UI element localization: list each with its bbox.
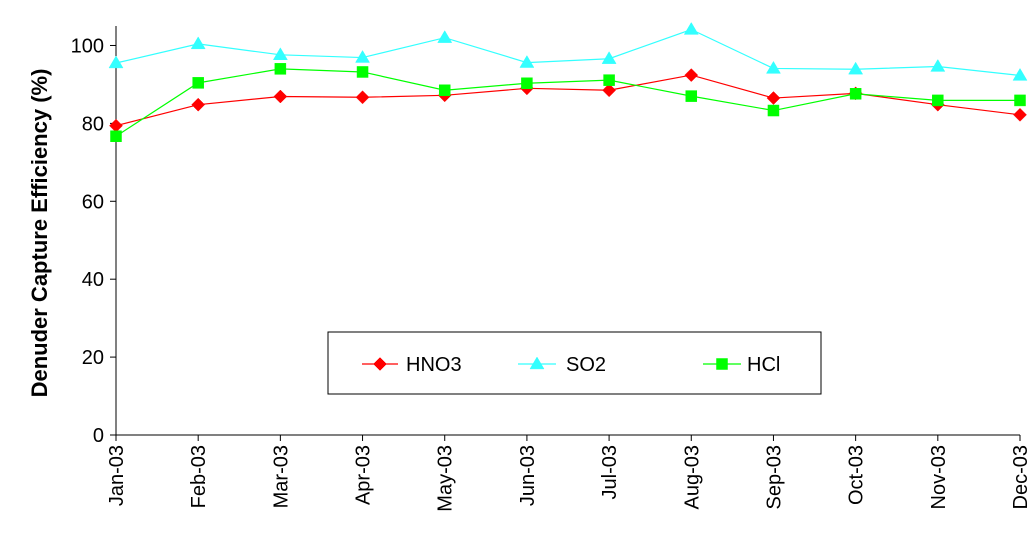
- hcl-point: [849, 88, 862, 100]
- x-tick-label: Apr-03: [353, 445, 375, 505]
- legend-label: HNO3: [406, 354, 462, 376]
- so2-point: [1012, 67, 1028, 81]
- y-tick-label: 100: [71, 35, 104, 57]
- legend-hno3-marker: [373, 357, 387, 371]
- hno3-point: [684, 68, 699, 82]
- hno3-point: [109, 118, 123, 133]
- x-tick-label: Jul-03: [599, 445, 621, 499]
- hcl-point: [356, 66, 369, 78]
- x-tick-label: Oct-03: [846, 445, 868, 505]
- series-so2: [108, 22, 1028, 81]
- so2-point: [601, 51, 617, 64]
- so2-point: [437, 30, 453, 43]
- hcl-point: [767, 104, 780, 117]
- x-tick-label: May-03: [435, 445, 457, 512]
- hno3-point: [1013, 107, 1027, 122]
- legend-item-hno3: HNO3: [362, 354, 462, 376]
- legend: HNO3 SO2 HCl: [327, 331, 822, 395]
- hno3-point: [355, 90, 370, 105]
- so2-point: [848, 61, 864, 75]
- hcl-point: [685, 90, 698, 102]
- series-so2-line: [115, 28, 1021, 77]
- hno3-point: [273, 89, 288, 104]
- y-axis-label: Denuder Capture Efficiency (%): [27, 69, 52, 398]
- hcl-point: [521, 77, 533, 90]
- hcl-point: [932, 94, 944, 107]
- so2-point: [930, 59, 946, 72]
- hcl-point: [603, 74, 615, 86]
- legend-item-so2: SO2: [518, 354, 606, 376]
- hcl-point: [274, 63, 287, 75]
- so2-point: [683, 22, 699, 35]
- hno3-point: [191, 97, 206, 112]
- x-tick-label: Aug-03: [681, 445, 703, 510]
- so2-point: [190, 36, 206, 50]
- legend-so2-marker: [529, 356, 545, 370]
- legend-label: SO2: [566, 354, 606, 376]
- y-tick-label: 0: [93, 425, 104, 447]
- hno3-point: [602, 83, 616, 98]
- series-hcl-line: [115, 68, 1020, 137]
- x-tick-label: Sep-03: [763, 445, 785, 510]
- y-tick-label: 60: [82, 191, 104, 213]
- x-tick-label: Feb-03: [188, 445, 210, 508]
- hno3-point: [766, 91, 781, 105]
- x-tick-labels: Jan-03 Feb-03 Mar-03 Apr-03 May-03 Jun-03 Jul-…: [106, 445, 1032, 512]
- so2-point: [355, 50, 370, 63]
- so2-point: [272, 47, 288, 60]
- x-tick-label: Dec-03: [1010, 445, 1032, 509]
- x-tick-label: Jun-03: [517, 445, 539, 506]
- series-hno3-line: [115, 74, 1021, 127]
- legend-hcl-marker: [716, 358, 728, 370]
- y-tick-labels: 0 20 40 60 80 100: [71, 35, 104, 447]
- series-hcl: [110, 63, 1026, 142]
- legend-box: [327, 331, 822, 395]
- hcl-point: [1014, 94, 1026, 107]
- so2-point: [766, 60, 781, 74]
- so2-point: [519, 55, 535, 68]
- x-tick-label: Mar-03: [270, 445, 292, 508]
- x-tick-label: Jan-03: [106, 445, 128, 506]
- y-tick-label: 80: [82, 113, 104, 135]
- y-tick-label: 20: [82, 347, 104, 369]
- legend-label: HCl: [747, 354, 780, 376]
- hcl-point: [192, 77, 204, 89]
- x-tick-label: Nov-03: [928, 445, 950, 509]
- hcl-point: [110, 130, 122, 142]
- axes: [110, 26, 1021, 441]
- legend-item-hcl: HCl: [703, 354, 780, 376]
- series-hno3: [109, 68, 1027, 133]
- hcl-point: [438, 84, 451, 97]
- y-tick-label: 40: [82, 269, 104, 291]
- series-layer: [108, 22, 1028, 142]
- so2-point: [108, 55, 124, 69]
